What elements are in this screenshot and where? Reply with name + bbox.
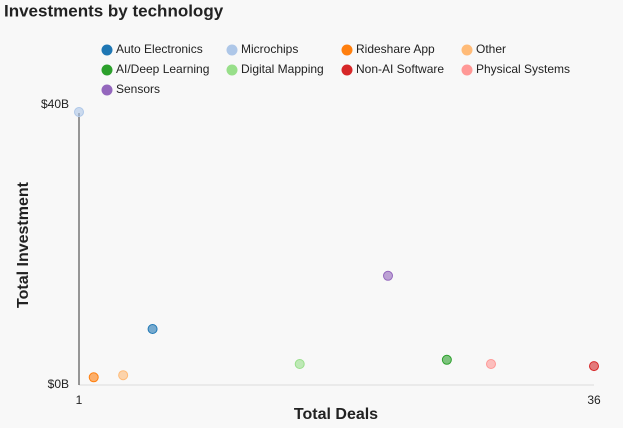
legend-label: Auto Electronics — [116, 42, 203, 56]
legend-label: Non-AI Software — [356, 62, 444, 76]
legend-swatch — [101, 84, 113, 96]
legend-swatch — [101, 64, 113, 76]
legend-label: Other — [476, 42, 506, 56]
point — [88, 372, 99, 383]
legend-label: Microchips — [241, 42, 298, 56]
legend-label: Sensors — [116, 82, 160, 96]
legend-label: Rideshare App — [356, 42, 435, 56]
legend-label: Digital Mapping — [241, 62, 324, 76]
chart-title: Investments by technology — [4, 1, 224, 20]
legend-swatch — [341, 64, 353, 76]
point — [486, 359, 496, 369]
legend-swatch — [461, 44, 473, 56]
legend-swatch — [226, 44, 238, 56]
point — [383, 270, 393, 281]
legend-swatch — [226, 64, 238, 76]
x-tick-label: 36 — [587, 393, 601, 407]
point — [74, 107, 84, 117]
point — [441, 354, 452, 365]
point — [294, 359, 305, 369]
legend-swatch — [341, 44, 353, 56]
x-tick-label: 1 — [76, 393, 83, 407]
legend-label: Physical Systems — [476, 62, 570, 76]
point — [589, 361, 599, 372]
legend-label: AI/Deep Learning — [116, 62, 209, 76]
y-tick-label: $0B — [48, 377, 69, 391]
y-tick-label: $40B — [41, 97, 69, 111]
point — [118, 370, 129, 381]
x-axis-title: Total Deals — [294, 406, 378, 423]
legend-swatch — [461, 64, 473, 76]
legend-swatch — [101, 44, 113, 56]
point — [147, 324, 158, 334]
y-axis-title: Total Investment — [15, 181, 32, 308]
